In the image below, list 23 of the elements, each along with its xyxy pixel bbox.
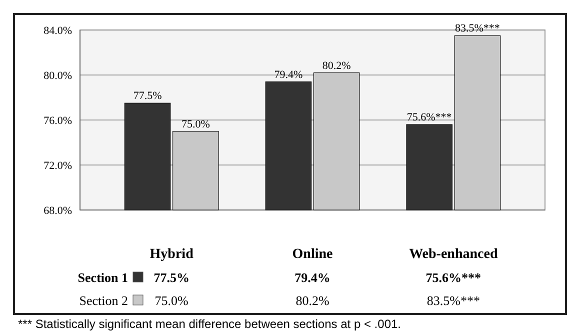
- y-tick-label: 80.0%: [44, 70, 72, 82]
- text: 79.4%: [274, 68, 303, 81]
- data-label: 75.6%***: [426, 270, 482, 285]
- x-tick-label: Online: [292, 247, 333, 262]
- data-label: 80.2%: [296, 293, 330, 308]
- text: *** Statistically significant mean difference between sections at p < .001.: [18, 317, 401, 331]
- text: 83.5%***: [455, 22, 500, 35]
- text: 80.2%: [322, 60, 351, 72]
- x-tick-label: Web-enhanced: [409, 247, 498, 262]
- legend-label: Section 2: [79, 293, 128, 308]
- y-tick-label: 72.0%: [44, 160, 72, 172]
- data-label: 79.4%: [294, 270, 330, 285]
- legend-label: Section 1: [78, 270, 128, 285]
- text: 77.5%: [133, 90, 162, 102]
- data-label: 77.5%: [154, 270, 190, 285]
- data-label: 83.5%***: [426, 293, 480, 308]
- x-tick-label: Hybrid: [150, 247, 194, 262]
- text: 75.6%***: [406, 112, 452, 124]
- text: 75.0%: [181, 118, 210, 130]
- y-tick-label: 76.0%: [44, 115, 72, 127]
- y-tick-label: 68.0%: [44, 205, 72, 217]
- data-label: 75.0%: [154, 293, 189, 308]
- y-tick-label: 84.0%: [44, 25, 72, 37]
